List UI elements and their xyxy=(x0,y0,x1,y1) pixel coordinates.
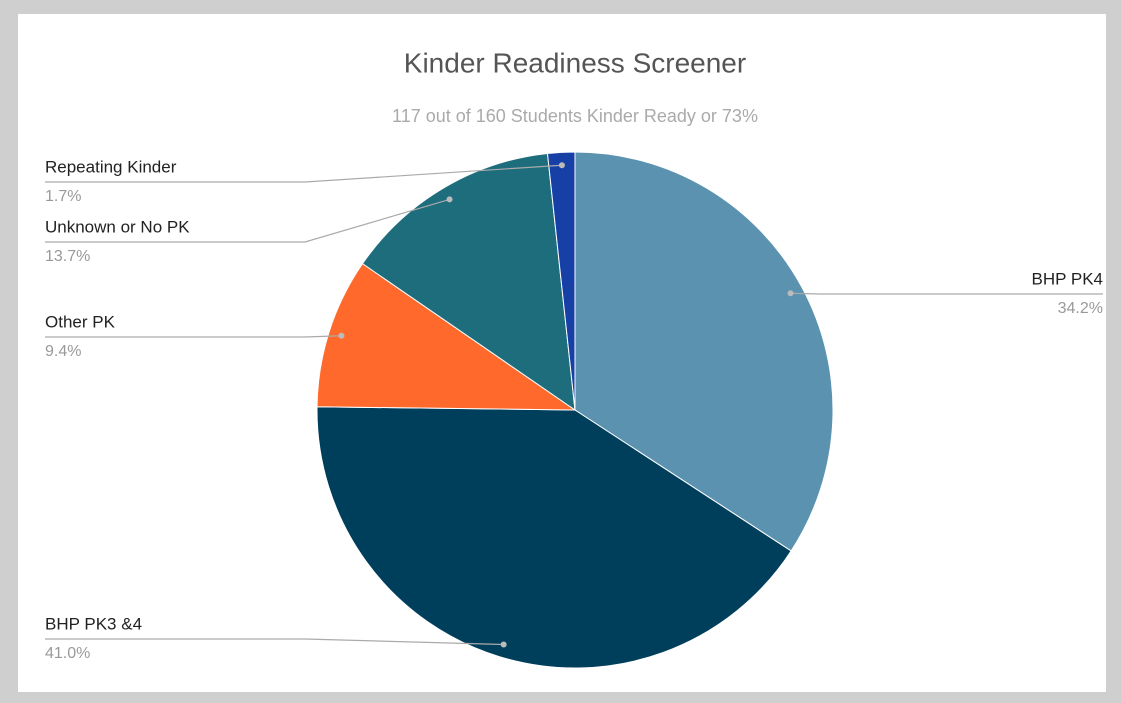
chart-title: Kinder Readiness Screener xyxy=(404,47,746,78)
pie-slice xyxy=(574,151,834,552)
leader-line xyxy=(790,292,1103,295)
slice-value-label: 1.7% xyxy=(45,188,81,205)
leader-dot xyxy=(338,332,345,339)
leader-line xyxy=(45,335,342,338)
leader-dot xyxy=(787,290,794,297)
slice-label: BHP PK4 xyxy=(1031,269,1103,288)
leader-line xyxy=(45,164,562,183)
slice-label: Other PK xyxy=(45,312,116,331)
slice-label: BHP PK3 &4 xyxy=(45,614,142,633)
slice-value-label: 13.7% xyxy=(45,248,90,265)
pie-slice xyxy=(316,406,792,669)
slice-value-label: 34.2% xyxy=(1058,300,1103,317)
slice-label: Repeating Kinder xyxy=(45,157,177,176)
slice-value-label: 41.0% xyxy=(45,645,90,662)
slice-value-label: 9.4% xyxy=(45,343,81,360)
leader-line xyxy=(45,198,450,243)
pie-slice xyxy=(316,262,577,411)
leader-dot xyxy=(500,641,507,648)
leader-dot xyxy=(446,196,453,203)
leader-line xyxy=(45,638,504,646)
slice-label: Unknown or No PK xyxy=(45,217,190,236)
chart-subtitle: 117 out of 160 Students Kinder Ready or … xyxy=(392,106,758,126)
pie-slice xyxy=(546,151,576,411)
pie-slice xyxy=(361,152,576,412)
leader-dot xyxy=(558,162,565,169)
